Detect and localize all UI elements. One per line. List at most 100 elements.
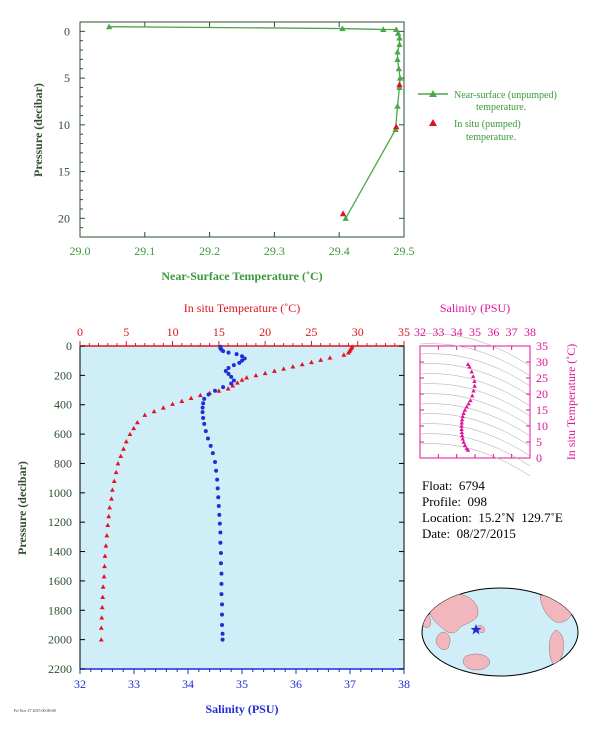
ts-point bbox=[460, 436, 465, 441]
temperature-marker bbox=[188, 395, 194, 401]
profile-y-tick-label: 0 bbox=[66, 339, 72, 353]
temperature-tick-label: 35 bbox=[398, 325, 410, 339]
temperature-marker bbox=[262, 370, 268, 376]
top-x-tick-label: 29.2 bbox=[199, 244, 220, 258]
salinity-marker bbox=[231, 363, 236, 368]
ts-point bbox=[459, 423, 464, 428]
temperature-marker bbox=[100, 594, 106, 599]
ts-y-tick-label: 35 bbox=[536, 339, 548, 353]
temperature-marker bbox=[309, 359, 314, 365]
temperature-profile-markers bbox=[98, 344, 355, 642]
salinity-marker bbox=[202, 421, 207, 426]
ts-x-tick-label: 33 bbox=[432, 325, 444, 339]
ts-point bbox=[472, 379, 477, 383]
top-x-tick-label: 29.3 bbox=[264, 244, 285, 258]
temperature-marker bbox=[127, 431, 133, 437]
ts-density-contour bbox=[419, 393, 531, 427]
profile-y-tick-label: 1800 bbox=[48, 603, 72, 617]
temperature-tick-label: 5 bbox=[123, 325, 129, 339]
float-number: Float: 6794 bbox=[422, 478, 485, 493]
ts-x-tick-label: 34 bbox=[451, 325, 463, 339]
pumped-temperature-marker bbox=[339, 210, 347, 217]
ts-y-tick-labels: 0 5 10 15 20 25 30 35 bbox=[420, 339, 548, 465]
ts-density-contour bbox=[419, 413, 531, 447]
ts-x-tick-label: 37 bbox=[506, 325, 518, 339]
footer-timestamp: Fri Nov 27 2015 00:00:00 bbox=[14, 708, 56, 713]
ts-diagram: 32 33 34 35 36 37 38 0 5 10 15 20 25 30 35 Salinity (… bbox=[414, 301, 578, 477]
profile-y-tick-label: 200 bbox=[54, 368, 72, 382]
unpumped-temperature-marker bbox=[394, 56, 401, 62]
temperature-tick-label: 30 bbox=[352, 325, 364, 339]
unpumped-temperature-marker bbox=[394, 102, 401, 109]
ts-point bbox=[462, 443, 468, 447]
salinity-tick-label: 36 bbox=[290, 677, 302, 691]
top-plot-frame bbox=[79, 21, 405, 238]
top-y-tick-label: 20 bbox=[58, 211, 70, 225]
unpumped-temperature-marker bbox=[380, 26, 387, 33]
temperature-marker bbox=[104, 532, 110, 538]
top-y-tick-label: 0 bbox=[64, 24, 70, 38]
salinity-marker bbox=[217, 521, 222, 526]
ts-density-contour bbox=[419, 403, 531, 437]
salinity-marker bbox=[220, 637, 225, 642]
temperature-marker bbox=[111, 478, 117, 483]
unpumped-temperature-marker bbox=[342, 215, 349, 221]
salinity-marker bbox=[219, 581, 224, 586]
temperature-marker bbox=[142, 412, 148, 417]
salinity-marker bbox=[221, 385, 226, 390]
profile-y-tick-label: 2200 bbox=[48, 662, 72, 676]
profile-y-axis-label: Pressure (decibar) bbox=[15, 461, 29, 555]
temperature-tick-label: 15 bbox=[213, 325, 225, 339]
salinity-marker bbox=[223, 368, 228, 373]
salinity-marker bbox=[240, 354, 244, 359]
salinity-marker bbox=[219, 571, 224, 576]
salinity-marker bbox=[215, 477, 220, 482]
salinity-marker bbox=[216, 495, 221, 500]
ts-density-contour bbox=[419, 353, 531, 387]
temperature-marker bbox=[121, 446, 126, 451]
salinity-marker bbox=[221, 349, 226, 354]
top-x-tick-label: 29.0 bbox=[70, 244, 91, 258]
salinity-marker bbox=[220, 631, 225, 636]
salinity-marker bbox=[218, 540, 223, 545]
temperature-tick-label: 10 bbox=[167, 325, 179, 339]
ts-point bbox=[461, 439, 466, 444]
salinity-marker bbox=[220, 612, 225, 617]
temperature-marker bbox=[341, 352, 347, 357]
salinity-marker bbox=[242, 356, 247, 361]
location: Location: 15.2˚N 129.7˚E bbox=[422, 510, 563, 525]
salinity-tick-label: 37 bbox=[344, 677, 356, 691]
ts-point bbox=[465, 362, 471, 366]
top-x-tick-label: 29.4 bbox=[329, 244, 350, 258]
ts-x-tick-label: 35 bbox=[469, 325, 481, 339]
ts-y-tick-label: 15 bbox=[536, 403, 548, 417]
temperature-marker bbox=[244, 375, 250, 380]
salinity-marker bbox=[231, 378, 236, 383]
profile-y-tick-label: 2000 bbox=[48, 633, 72, 647]
profile-y-tick-labels: 0 200 400 600 800 1000 1200 1400 1600 1800 2000 220… bbox=[48, 339, 404, 676]
salinity-marker bbox=[203, 429, 208, 434]
salinity-marker bbox=[240, 358, 244, 363]
temperature-marker bbox=[234, 380, 240, 385]
salinity-profile-markers bbox=[200, 344, 247, 642]
date: Date: 08/27/2015 bbox=[422, 526, 516, 541]
ts-density-contour bbox=[419, 443, 531, 477]
ts-y-axis-label: In situ Temperature (˚C) bbox=[564, 344, 578, 461]
temperature-marker bbox=[253, 372, 259, 378]
temperature-marker bbox=[105, 522, 111, 528]
temperature-marker bbox=[106, 513, 112, 519]
profile-y-tick-label: 600 bbox=[54, 427, 72, 441]
top-series-markers bbox=[105, 23, 404, 221]
temperature-axis-label: In situ Temperature (˚C) bbox=[184, 301, 301, 315]
salinity-axis-label: Salinity (PSU) bbox=[205, 702, 278, 716]
salinity-marker bbox=[218, 551, 223, 556]
salinity-marker bbox=[208, 443, 213, 448]
ts-x-tick-labels: 32 33 34 35 36 37 38 bbox=[414, 325, 536, 458]
salinity-marker bbox=[229, 374, 234, 379]
ts-point bbox=[468, 398, 473, 403]
legend-unpumped-line2: temperature. bbox=[476, 102, 526, 113]
temperature-marker bbox=[101, 574, 107, 579]
profile-y-tick-label: 1600 bbox=[48, 574, 72, 588]
unpumped-temperature-marker bbox=[339, 25, 346, 32]
